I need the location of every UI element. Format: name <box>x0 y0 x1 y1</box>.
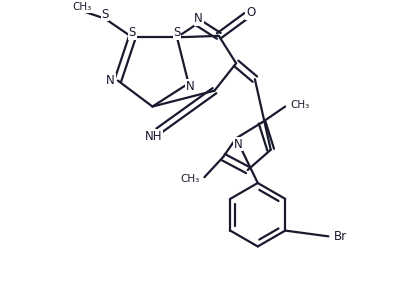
Text: CH₃: CH₃ <box>180 174 199 184</box>
Text: S: S <box>129 26 136 39</box>
Text: CH₃: CH₃ <box>72 2 91 12</box>
Text: N: N <box>234 138 243 151</box>
Text: NH: NH <box>145 130 163 143</box>
Text: N: N <box>194 12 203 25</box>
Text: Br: Br <box>334 230 347 243</box>
Text: S: S <box>101 8 108 21</box>
Text: S: S <box>173 26 181 39</box>
Text: CH₃: CH₃ <box>290 100 310 110</box>
Text: O: O <box>246 6 255 19</box>
Text: N: N <box>186 80 194 93</box>
Text: N: N <box>106 74 115 87</box>
